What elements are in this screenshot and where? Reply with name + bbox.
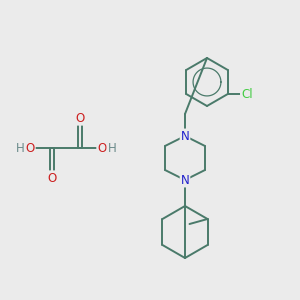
Text: H: H [108,142,116,154]
Text: O: O [26,142,34,154]
Text: O: O [98,142,106,154]
Text: H: H [16,142,24,154]
Text: O: O [75,112,85,124]
Text: Cl: Cl [241,88,253,100]
Text: N: N [181,173,189,187]
Text: N: N [181,130,189,142]
Text: O: O [47,172,57,184]
